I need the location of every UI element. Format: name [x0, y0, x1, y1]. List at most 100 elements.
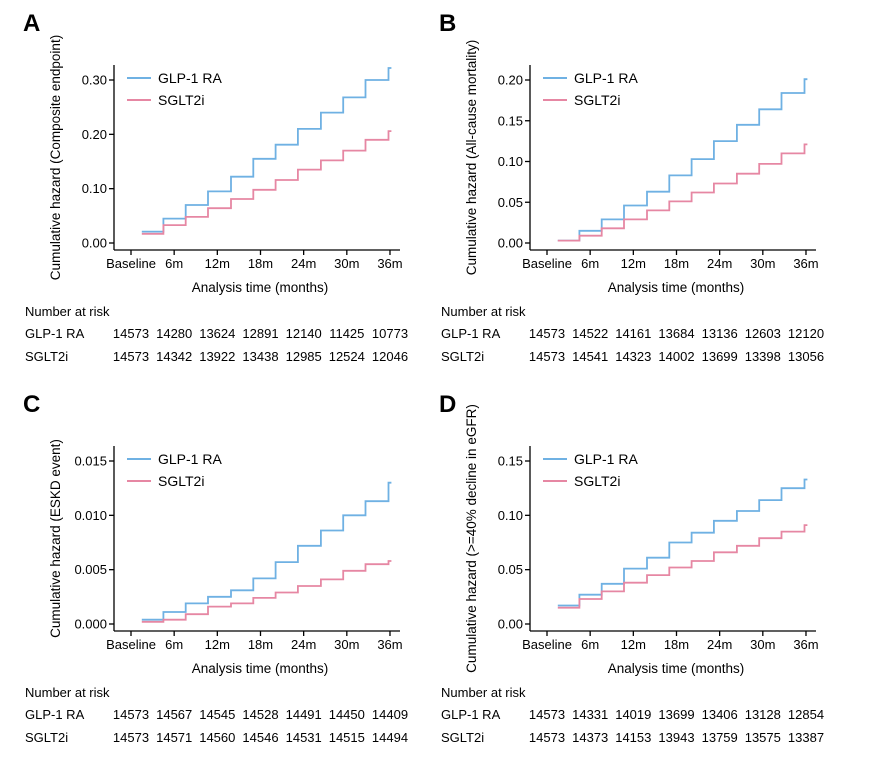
- risk-row-values-sglt2i: 14573 14373 14153 13943 13759 13575 13387: [436, 730, 864, 746]
- legend-label-glp1ra: GLP-1 RA: [158, 451, 222, 467]
- risk-value: 14373: [572, 730, 609, 745]
- panel-label-a: A: [23, 10, 41, 37]
- y-tick-label: 0.00: [82, 236, 107, 251]
- risk-value: 14573: [112, 349, 150, 364]
- risk-value: 14019: [615, 707, 652, 722]
- x-tick-label: 18m: [248, 637, 273, 652]
- y-tick-label: 0.00: [498, 236, 523, 251]
- x-tick-label: 18m: [664, 637, 689, 652]
- risk-value: 13684: [658, 326, 695, 341]
- y-tick-label: 0.00: [498, 617, 523, 632]
- risk-row-values-sglt2i: 14573 14342 13922 13438 12985 12524 12046: [20, 349, 448, 365]
- series-line-glp1ra: [141, 481, 392, 621]
- risk-value: 12891: [242, 326, 279, 341]
- risk-value: 14331: [572, 707, 609, 722]
- legend-label-sglt2i: SGLT2i: [158, 473, 204, 489]
- series-line-sglt2i: [141, 130, 392, 235]
- risk-row-values-glp1ra: 14573 14567 14545 14528 14491 14450 14409: [20, 707, 448, 723]
- risk-value: 14153: [615, 730, 652, 745]
- y-axis-title: Cumulative hazard (>=40% decline in eGFR…: [464, 404, 479, 673]
- y-tick-label: 0.000: [74, 617, 107, 632]
- y-tick-label: 0.05: [498, 562, 523, 577]
- risk-value: 12985: [285, 349, 322, 364]
- panel-a: A Baseline 6m 12m 18m 24m 30m 36m 0.00 0.10 0.20 0…: [20, 8, 448, 380]
- y-tick-label: 0.30: [82, 73, 107, 88]
- risk-table-title: Number at risk: [441, 304, 526, 319]
- chart-eskd-event: Baseline 6m 12m 18m 24m 30m 36m 0.000 0.005 0.010…: [48, 439, 403, 676]
- risk-value: 13943: [658, 730, 695, 745]
- risk-value: 14546: [242, 730, 279, 745]
- risk-value: 12140: [285, 326, 322, 341]
- y-tick-label: 0.005: [74, 562, 107, 577]
- legend-label-glp1ra: GLP-1 RA: [158, 70, 222, 86]
- x-tick-label: 12m: [621, 637, 646, 652]
- series-line-sglt2i: [557, 143, 808, 242]
- risk-row-label-sglt2i: SGLT2i: [441, 730, 485, 745]
- x-tick-label: 30m: [750, 637, 775, 652]
- risk-value: 14450: [328, 707, 365, 722]
- chart-all-cause-mortality: Baseline 6m 12m 18m 24m 30m 36m 0.00 0.05 0.10 0.1…: [464, 40, 819, 295]
- x-tick-label: 24m: [291, 256, 316, 271]
- x-tick-label: Baseline: [106, 256, 156, 271]
- risk-value: 12120: [787, 326, 825, 341]
- risk-value: 14161: [615, 326, 652, 341]
- risk-value: 13699: [658, 707, 695, 722]
- x-tick-label: 36m: [793, 256, 818, 271]
- risk-value: 14522: [572, 326, 609, 341]
- legend-label-glp1ra: GLP-1 RA: [574, 70, 638, 86]
- risk-value: 14573: [528, 707, 566, 722]
- y-tick-label: 0.10: [82, 181, 107, 196]
- risk-value: 12046: [371, 349, 409, 364]
- y-tick-label: 0.20: [82, 127, 107, 142]
- risk-value: 13624: [199, 326, 236, 341]
- x-axis-title: Analysis time (months): [608, 661, 745, 676]
- risk-row-values-glp1ra: 14573 14522 14161 13684 13136 12603 12120: [436, 326, 864, 342]
- risk-value: 14491: [285, 707, 322, 722]
- risk-value: 13438: [242, 349, 279, 364]
- panel-c: C Baseline 6m 12m 18m 24m 30m 36m 0.000 0.005 0.0…: [20, 389, 448, 761]
- risk-value: 12603: [744, 326, 781, 341]
- x-axis-title: Analysis time (months): [192, 661, 329, 676]
- y-tick-label: 0.05: [498, 195, 523, 210]
- y-axis-title: Cumulative hazard (All-cause mortality): [464, 40, 479, 276]
- y-tick-label: 0.20: [498, 73, 523, 88]
- series-line-glp1ra: [557, 78, 808, 242]
- risk-value: 14545: [199, 707, 236, 722]
- y-tick-label: 0.15: [498, 113, 523, 128]
- risk-table-title: Number at risk: [441, 685, 526, 700]
- chart-egfr-decline: Baseline 6m 12m 18m 24m 30m 36m 0.00 0.05 0.10 0.1…: [464, 404, 819, 676]
- x-tick-label: 6m: [581, 256, 599, 271]
- x-tick-label: Baseline: [522, 637, 572, 652]
- x-tick-label: 12m: [205, 637, 230, 652]
- x-axis-title: Analysis time (months): [192, 280, 329, 295]
- y-axis-title: Cumulative hazard (ESKD event): [48, 439, 63, 638]
- risk-value: 14280: [156, 326, 193, 341]
- risk-value: 10773: [371, 326, 409, 341]
- risk-value: 14528: [242, 707, 279, 722]
- risk-row-values-sglt2i: 14573 14571 14560 14546 14531 14515 14494: [20, 730, 448, 746]
- risk-value: 13922: [199, 349, 236, 364]
- panel-label-d: D: [439, 391, 457, 418]
- risk-row-label-glp1ra: GLP-1 RA: [25, 707, 85, 722]
- x-tick-label: 6m: [165, 256, 183, 271]
- x-tick-label: 18m: [664, 256, 689, 271]
- risk-row-label-sglt2i: SGLT2i: [25, 349, 69, 364]
- risk-value: 14571: [156, 730, 193, 745]
- risk-value: 13056: [787, 349, 825, 364]
- risk-table-title: Number at risk: [25, 304, 110, 319]
- panel-label-b: B: [439, 10, 457, 37]
- risk-value: 14409: [371, 707, 409, 722]
- risk-value: 13387: [787, 730, 825, 745]
- risk-value: 14573: [528, 730, 566, 745]
- risk-value: 11425: [329, 326, 365, 341]
- x-axis-title: Analysis time (months): [608, 280, 745, 295]
- y-tick-label: 0.15: [498, 454, 523, 469]
- series-line-glp1ra: [557, 478, 808, 607]
- risk-value: 13136: [701, 326, 738, 341]
- risk-row-label-sglt2i: SGLT2i: [25, 730, 69, 745]
- risk-value: 14573: [112, 730, 150, 745]
- risk-value: 13398: [744, 349, 781, 364]
- risk-value: 14002: [658, 349, 695, 364]
- risk-value: 14567: [156, 707, 193, 722]
- risk-value: 14515: [328, 730, 365, 745]
